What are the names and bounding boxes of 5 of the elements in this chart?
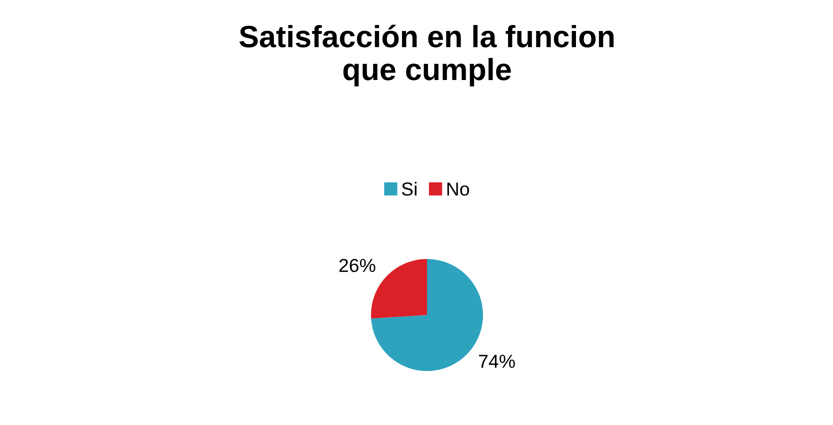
legend-label: Si	[402, 182, 416, 196]
legend-label: No	[447, 182, 470, 196]
text: 26%	[339, 258, 376, 272]
chart-title: Satisfacción en la funcion que cumple	[239, 24, 614, 86]
text: 74%	[478, 354, 515, 368]
